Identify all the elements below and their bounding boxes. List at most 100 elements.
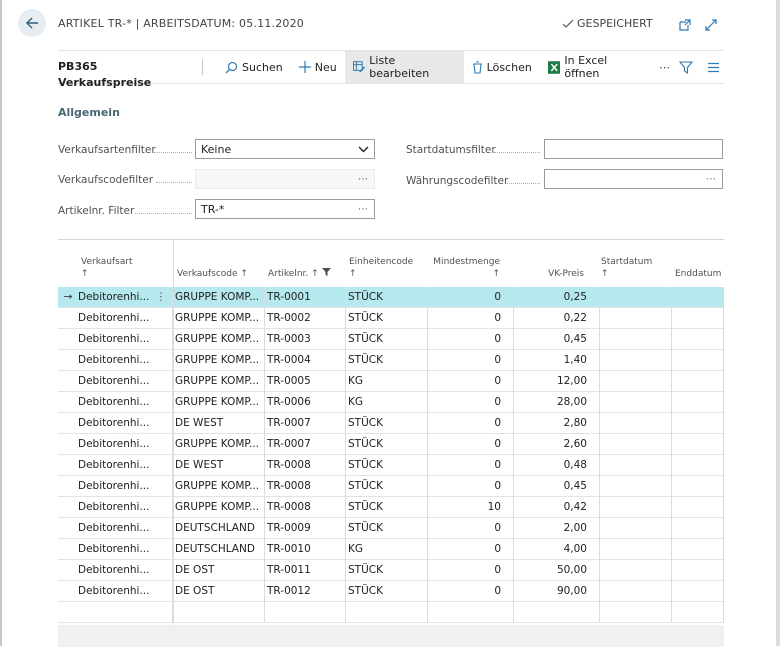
cell-unit-code[interactable]: STÜCK: [346, 455, 428, 476]
row-marker-cell[interactable]: [58, 497, 78, 518]
row-menu-cell[interactable]: [150, 329, 173, 350]
cell-item-no[interactable]: TR-0008: [265, 455, 346, 476]
cell-unit-code[interactable]: STÜCK: [346, 287, 428, 308]
cell-unit-code[interactable]: KG: [346, 371, 428, 392]
col-header-start-date[interactable]: Startdatum ↑: [601, 256, 652, 280]
cell-unit-price[interactable]: 0,42: [514, 497, 600, 518]
row-marker-cell[interactable]: [58, 392, 78, 413]
back-button[interactable]: [18, 9, 46, 37]
cell-sales-type[interactable]: Debitorenhi...: [78, 539, 150, 560]
row-marker-cell[interactable]: [58, 518, 78, 539]
row-menu-cell[interactable]: [150, 497, 173, 518]
cell-sales-type[interactable]: Debitorenhi...: [78, 476, 150, 497]
col-header-sales-code[interactable]: Verkaufscode ↑: [177, 268, 248, 280]
cell-min-qty[interactable]: 0: [428, 308, 514, 329]
cell-sales-type[interactable]: Debitorenhi...: [78, 581, 150, 602]
row-arrow-icon[interactable]: →: [58, 287, 78, 308]
cell-sales-code[interactable]: DE OST: [173, 560, 265, 581]
cell-end-date[interactable]: [672, 350, 724, 371]
col-header-unit-code[interactable]: Einheitencode ↑: [349, 256, 413, 280]
cell-min-qty[interactable]: 0: [428, 581, 514, 602]
row-marker-cell[interactable]: [58, 539, 78, 560]
cell-start-date[interactable]: [600, 392, 672, 413]
row-marker-cell[interactable]: [58, 329, 78, 350]
open-in-excel-button[interactable]: In Excel öffnen: [540, 51, 651, 83]
list-view-icon[interactable]: [707, 62, 720, 73]
cell-unit-code[interactable]: STÜCK: [346, 350, 428, 371]
filter-icon[interactable]: [679, 60, 693, 74]
cell-sales-type[interactable]: Debitorenhi...: [78, 497, 150, 518]
row-menu-cell[interactable]: [150, 581, 173, 602]
cell-min-qty[interactable]: 0: [428, 413, 514, 434]
cell-start-date[interactable]: [600, 602, 672, 623]
cell-unit-code[interactable]: KG: [346, 539, 428, 560]
row-marker-cell[interactable]: [58, 476, 78, 497]
expand-button[interactable]: [702, 16, 720, 34]
search-button[interactable]: Suchen: [217, 51, 291, 83]
cell-unit-code[interactable]: STÜCK: [346, 518, 428, 539]
cell-start-date[interactable]: [600, 539, 672, 560]
row-marker-cell[interactable]: [58, 308, 78, 329]
cell-start-date[interactable]: [600, 497, 672, 518]
cell-unit-price[interactable]: [514, 602, 600, 623]
cell-start-date[interactable]: [600, 287, 672, 308]
cell-start-date[interactable]: [600, 581, 672, 602]
cell-item-no[interactable]: TR-0008: [265, 476, 346, 497]
table-row[interactable]: Debitorenhi... GRUPPE KOMP... TR-0008 STÜCK…: [58, 476, 724, 497]
table-row[interactable]: Debitorenhi... GRUPPE KOMP... TR-0004 STÜCK…: [58, 350, 724, 371]
row-menu-cell[interactable]: [150, 518, 173, 539]
cell-sales-type[interactable]: Debitorenhi...: [78, 434, 150, 455]
cell-end-date[interactable]: [672, 434, 724, 455]
cell-unit-price[interactable]: 0,22: [514, 308, 600, 329]
cell-min-qty[interactable]: 0: [428, 455, 514, 476]
cell-unit-code[interactable]: KG: [346, 392, 428, 413]
cell-sales-code[interactable]: [173, 602, 265, 623]
cell-item-no[interactable]: [265, 602, 346, 623]
cell-unit-price[interactable]: 12,00: [514, 371, 600, 392]
row-menu-cell[interactable]: [150, 560, 173, 581]
row-marker-cell[interactable]: [58, 602, 78, 623]
table-row[interactable]: [58, 602, 724, 623]
cell-sales-code[interactable]: GRUPPE KOMP...: [173, 434, 265, 455]
cell-start-date[interactable]: [600, 329, 672, 350]
cell-sales-code[interactable]: DEUTSCHLAND: [173, 518, 265, 539]
cell-item-no[interactable]: TR-0009: [265, 518, 346, 539]
col-header-min-qty[interactable]: Mindestmenge ↑: [430, 256, 500, 280]
table-row[interactable]: Debitorenhi... DE WEST TR-0008 STÜCK 0 0,48: [58, 455, 724, 476]
cell-start-date[interactable]: [600, 350, 672, 371]
col-header-sales-type[interactable]: Verkaufsart ↑: [81, 256, 133, 280]
row-marker-cell[interactable]: [58, 560, 78, 581]
cell-sales-code[interactable]: GRUPPE KOMP...: [173, 497, 265, 518]
cell-end-date[interactable]: [672, 329, 724, 350]
cell-start-date[interactable]: [600, 518, 672, 539]
cell-unit-price[interactable]: 0,45: [514, 476, 600, 497]
table-row[interactable]: Debitorenhi... DEUTSCHLAND TR-0010 KG 0 4,00: [58, 539, 724, 560]
currency-code-filter-input[interactable]: ⋯: [544, 169, 723, 189]
cell-item-no[interactable]: TR-0012: [265, 581, 346, 602]
row-marker-cell[interactable]: [58, 371, 78, 392]
row-marker-cell[interactable]: [58, 581, 78, 602]
row-marker-cell[interactable]: [58, 434, 78, 455]
cell-unit-price[interactable]: 0,48: [514, 455, 600, 476]
cell-sales-code[interactable]: GRUPPE KOMP...: [173, 371, 265, 392]
cell-unit-price[interactable]: 4,00: [514, 539, 600, 560]
cell-item-no[interactable]: TR-0011: [265, 560, 346, 581]
table-row[interactable]: Debitorenhi... DEUTSCHLAND TR-0009 STÜCK 0 2,…: [58, 518, 724, 539]
cell-item-no[interactable]: TR-0007: [265, 413, 346, 434]
cell-item-no[interactable]: TR-0001: [265, 287, 346, 308]
cell-unit-code[interactable]: STÜCK: [346, 497, 428, 518]
cell-end-date[interactable]: [672, 287, 724, 308]
table-row[interactable]: Debitorenhi... GRUPPE KOMP... TR-0007 STÜCK…: [58, 434, 724, 455]
lookup-ellipsis-icon[interactable]: ⋯: [358, 203, 369, 215]
cell-min-qty[interactable]: 0: [428, 560, 514, 581]
cell-sales-type[interactable]: Debitorenhi...: [78, 560, 150, 581]
cell-unit-price[interactable]: 50,00: [514, 560, 600, 581]
cell-unit-price[interactable]: 1,40: [514, 350, 600, 371]
open-new-window-button[interactable]: [676, 16, 694, 34]
lookup-ellipsis-icon[interactable]: ⋯: [706, 173, 717, 185]
cell-sales-code[interactable]: DEUTSCHLAND: [173, 539, 265, 560]
table-row[interactable]: Debitorenhi... GRUPPE KOMP... TR-0002 STÜCK…: [58, 308, 724, 329]
row-menu-cell[interactable]: [150, 392, 173, 413]
row-menu-cell[interactable]: [150, 350, 173, 371]
cell-unit-price[interactable]: 2,00: [514, 518, 600, 539]
